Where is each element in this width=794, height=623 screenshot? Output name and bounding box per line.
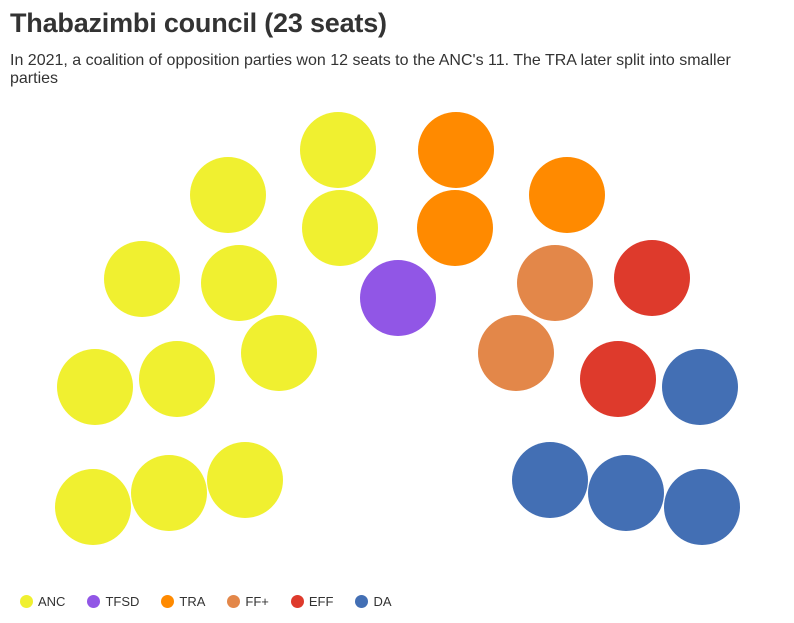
seat-tra [529, 157, 605, 233]
legend-label-tra: TRA [179, 594, 206, 609]
seat-anc [207, 442, 283, 518]
legend-swatch-tra [161, 595, 175, 608]
seat-tra [418, 112, 494, 188]
seat-anc [55, 469, 131, 545]
seat-da [664, 469, 740, 545]
seat-da [588, 455, 664, 531]
legend-item-ffplus: FF+ [227, 594, 269, 609]
legend-item-tra: TRA [161, 594, 205, 609]
legend-item-tfsd: TFSD [87, 594, 139, 609]
chart-subtitle: In 2021, a coalition of opposition parti… [10, 52, 731, 87]
seat-tfsd [360, 260, 436, 336]
seat-eff [580, 341, 656, 417]
seat-da [512, 442, 588, 518]
legend-swatch-anc [20, 595, 33, 608]
legend-item-anc: ANC [20, 594, 65, 609]
legend-swatch-eff [290, 595, 304, 608]
legend: ANC TFSD TRA FF+ EFF DA [20, 594, 414, 609]
legend-swatch-da [355, 595, 369, 608]
seat-anc [201, 245, 277, 321]
seat-anc [241, 315, 317, 391]
seat-anc [302, 190, 378, 266]
legend-label-ffplus: FF+ [245, 594, 269, 609]
seat-anc [190, 157, 266, 233]
chart-title: Thabazimbi council (23 seats) [10, 8, 387, 38]
legend-swatch-ffplus [227, 595, 241, 608]
seat-da [662, 349, 738, 425]
legend-label-tfsd: TFSD [105, 594, 140, 609]
legend-label-da: DA [373, 594, 392, 609]
seat-anc [131, 455, 207, 531]
seat-tra [417, 190, 493, 266]
seat-anc [57, 349, 133, 425]
legend-item-eff: EFF [290, 594, 334, 609]
seat-ffplus [517, 245, 593, 321]
seat-anc [104, 241, 180, 317]
legend-item-da: DA [355, 594, 392, 609]
seat-ffplus [478, 315, 554, 391]
legend-label-eff: EFF [308, 594, 334, 609]
seat-anc [300, 112, 376, 188]
seat-anc [139, 341, 215, 417]
legend-label-anc: ANC [38, 594, 66, 609]
legend-swatch-tfsd [87, 595, 101, 608]
seat-eff [614, 240, 690, 316]
